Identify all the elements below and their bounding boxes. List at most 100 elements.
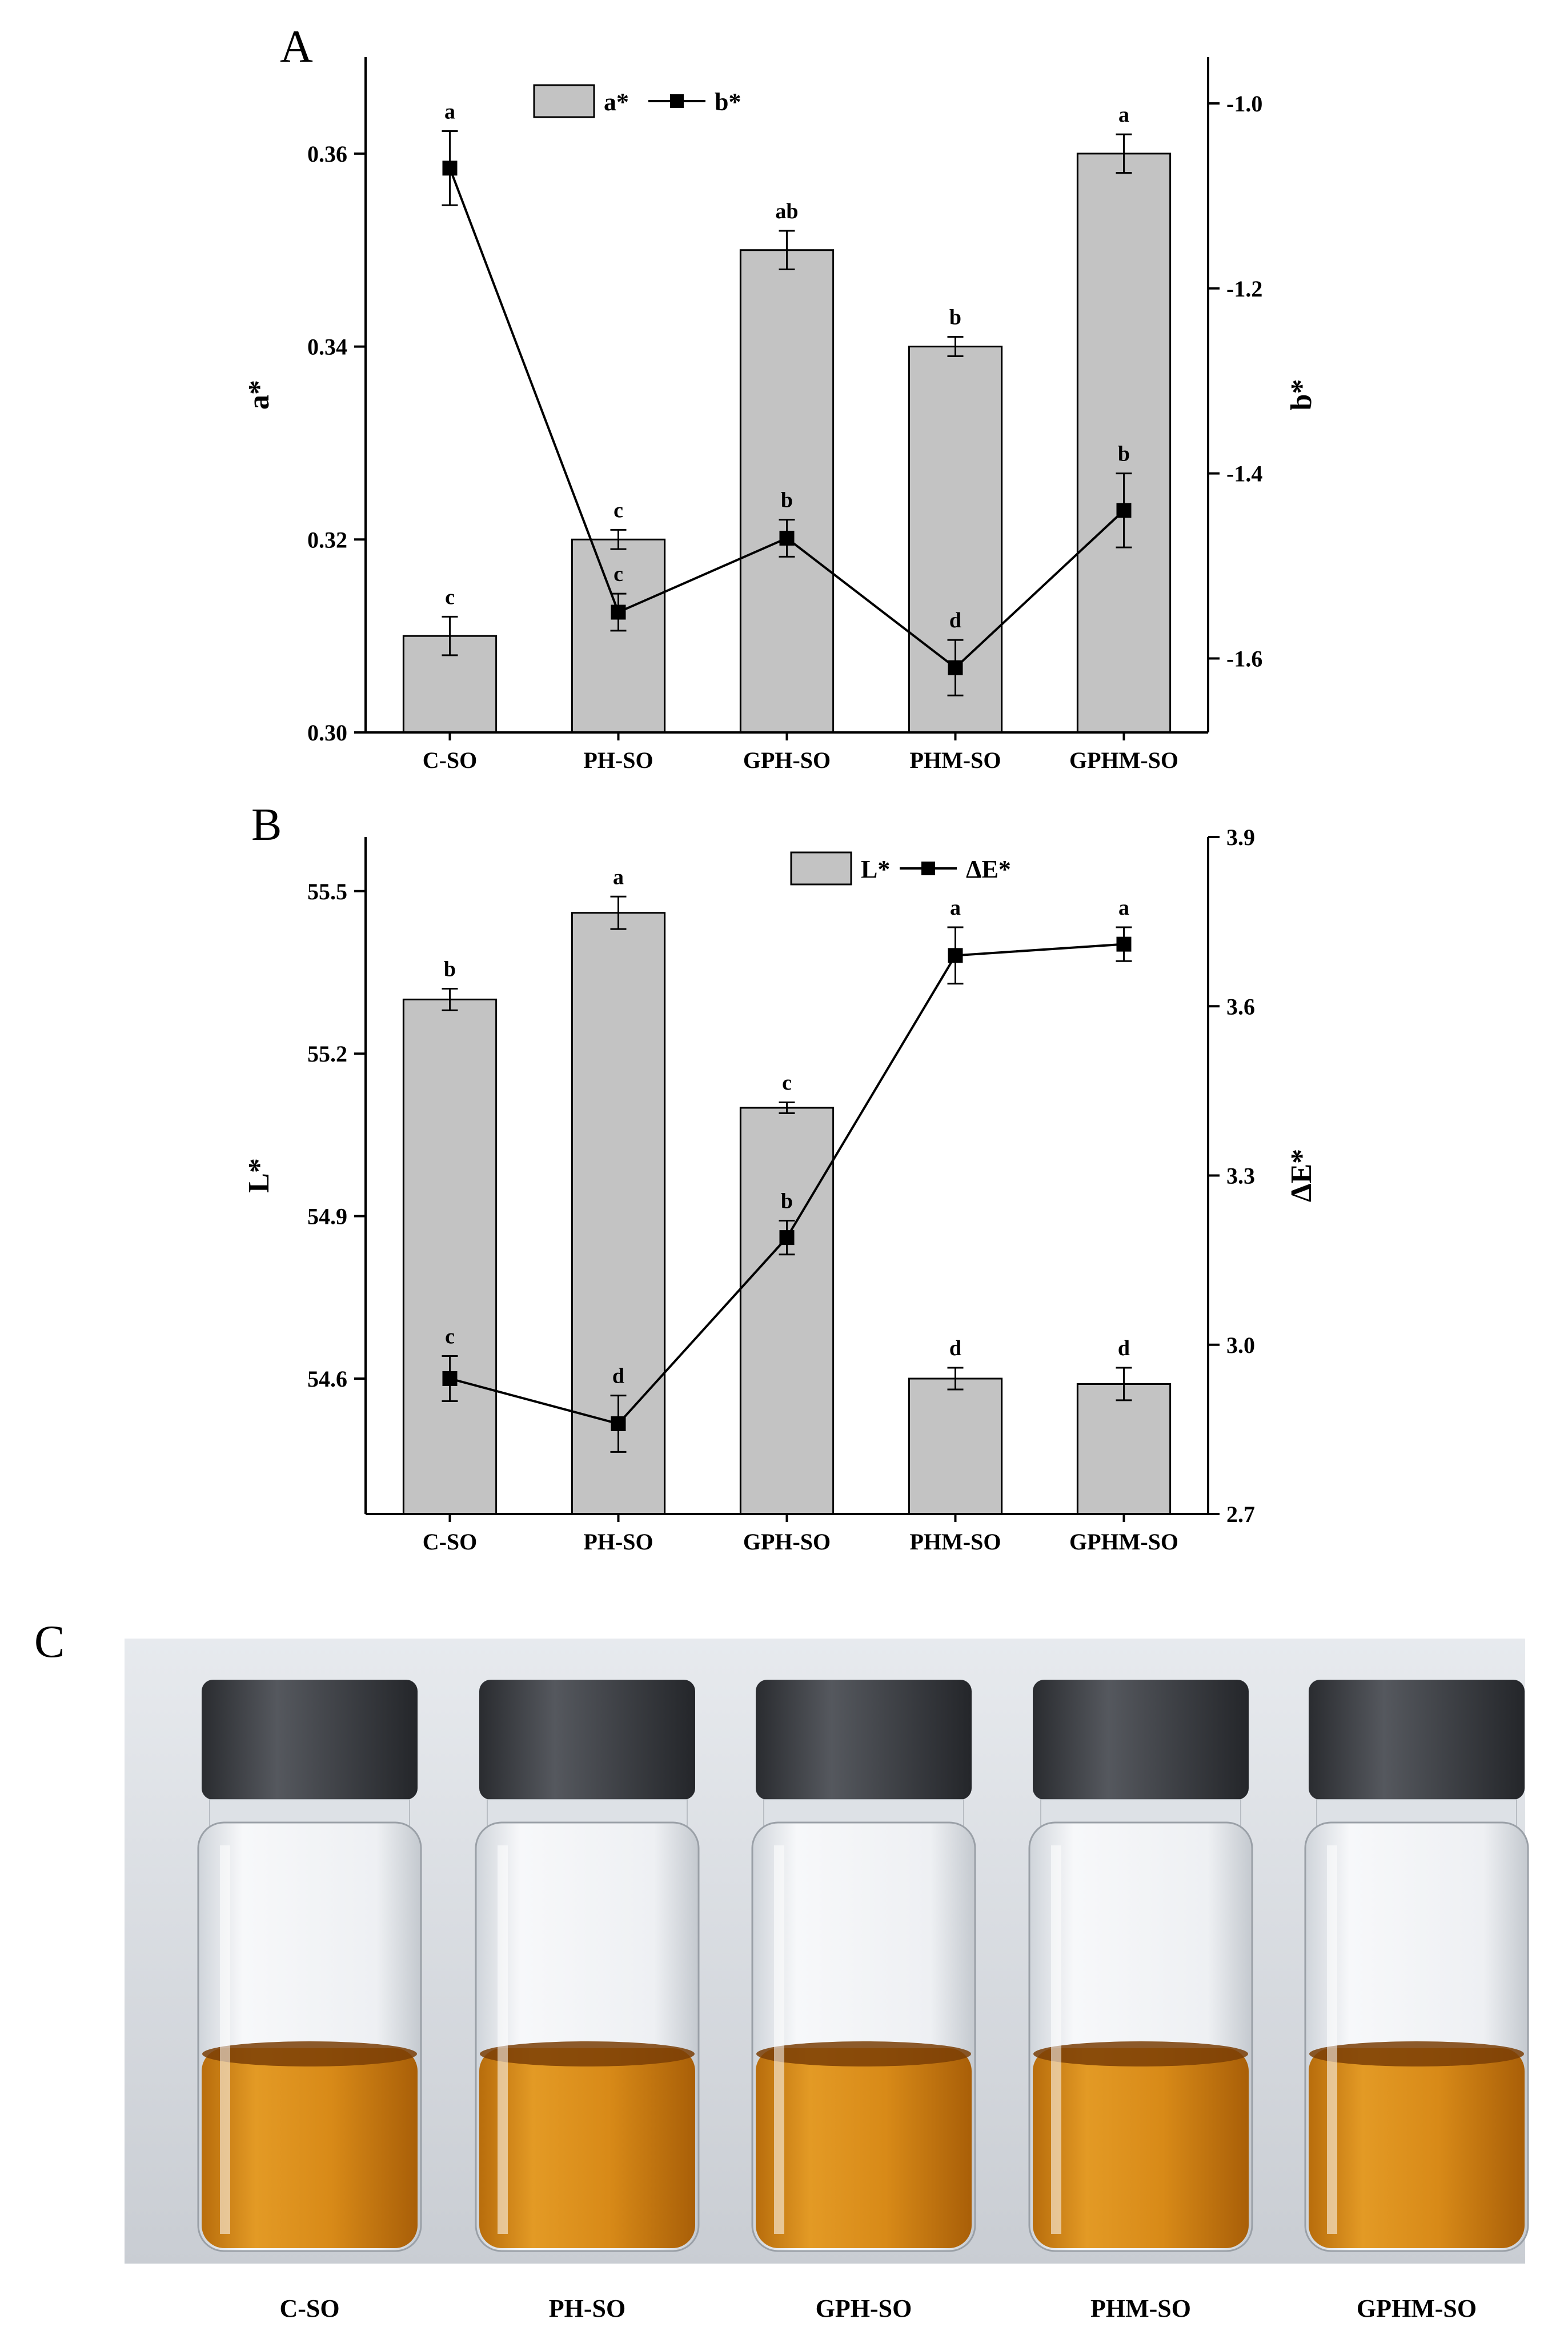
vial-oil-meniscus-4 [1309,2041,1524,2066]
legend-line-marker [670,94,684,108]
photo-label-4: GPHM-SO [1357,2294,1477,2322]
vial-highlight-0 [220,1845,230,2234]
right-axis-title: b* [1285,379,1318,411]
line-sig-label-4: a [1118,896,1129,920]
line-point-2 [779,1230,795,1245]
x-tick-label-1: PH-SO [583,1529,653,1555]
vial-highlight-1 [498,1845,508,2234]
right-tick-label-2: -1.2 [1226,276,1262,302]
vial-oil-meniscus-3 [1033,2041,1248,2066]
line-sig-label-3: a [950,896,961,920]
vial-cap-0 [202,1680,418,1800]
left-tick-label-2: 0.34 [307,334,347,360]
chart-a: c c ab b a a c b d b 0.30 0.32 0.34 0.36 -1.6 -1.4 -1.2 -… [243,57,1318,773]
right-tick-label-3: -1.0 [1226,91,1262,117]
photo-label-0: C-SO [279,2294,339,2322]
left-axis-title: L* [243,1158,275,1193]
right-tick-label-1: -1.4 [1226,461,1262,487]
vial-cap-2 [756,1680,972,1800]
bar-3 [908,1377,1003,1515]
legend-line-marker [921,862,935,875]
x-tick-label-0: C-SO [423,1529,478,1555]
x-tick-label-0: C-SO [423,747,478,773]
legend-bar-label: L* [861,855,890,883]
vial-cap-4 [1309,1680,1525,1800]
bar-2 [739,249,835,734]
vial-highlight-2 [774,1845,784,2234]
vial-oil-4 [1309,2048,1525,2248]
photo-label-1: PH-SO [549,2294,625,2322]
right-axis-title: ΔE* [1285,1149,1318,1202]
right-tick-label-2: 3.3 [1226,1163,1255,1189]
bar-sig-label-0: c [445,585,455,609]
photo-label-2: GPH-SO [816,2294,912,2322]
bar-0 [402,998,498,1515]
chart-b: b a c d d c d b a a 54.6 54.9 55.2 55.5 2.7 3.0 3.3 3.6 3.… [243,824,1318,1555]
bar-sig-label-3: b [949,306,961,330]
line-point-4 [1116,503,1132,518]
left-tick-label-3: 55.5 [307,879,347,904]
bar-sig-label-3: d [949,1336,961,1360]
bar-sig-label-2: ab [775,199,798,223]
vial-oil-meniscus-0 [202,2041,417,2066]
bar-sig-label-2: c [782,1071,792,1095]
legend-bar-swatch [790,851,852,886]
left-tick-label-1: 0.32 [307,527,347,552]
vial-oil-0 [202,2048,418,2248]
line-sig-label-3: d [949,608,961,632]
vial-cap-1 [479,1680,695,1800]
vial-photo [197,1680,1529,2252]
legend-bar-swatch [533,84,595,118]
line-point-3 [948,948,963,963]
vial-oil-meniscus-2 [756,2041,971,2066]
right-tick-label-1: 3.0 [1226,1332,1255,1358]
line-sig-label-4: b [1118,442,1130,466]
bar-2 [739,1107,835,1515]
line-sig-label-2: b [781,1189,793,1213]
x-tick-label-3: PHM-SO [910,1529,1001,1555]
line-point-1 [611,604,626,620]
legend-line-label: b* [715,88,741,116]
bar-sig-label-4: d [1118,1336,1130,1360]
panel-label-b: B [251,800,282,850]
right-tick-label-0: -1.6 [1226,646,1262,671]
bar-sig-label-4: a [1118,103,1129,127]
bar-sig-label-1: c [613,498,623,522]
line-sig-label-1: c [613,562,623,586]
panel-label-c: C [34,1617,65,1667]
line-sig-label-0: a [444,100,455,124]
vial-highlight-3 [1051,1845,1061,2234]
legend-line-label: ΔE* [966,855,1011,883]
left-tick-label-0: 0.30 [307,720,347,746]
vial-oil-3 [1033,2048,1249,2248]
left-axis-title: a* [243,380,275,410]
line-point-0 [442,1371,458,1386]
bar-sig-label-1: a [613,865,624,889]
x-tick-label-3: PHM-SO [910,747,1001,773]
x-tick-label-4: GPHM-SO [1069,1529,1178,1555]
photo-label-3: PHM-SO [1090,2294,1191,2322]
photo-labels: C-SO PH-SO GPH-SO PHM-SO GPHM-SO [279,2294,1477,2322]
line-sig-label-2: b [781,488,793,512]
vial-oil-1 [479,2048,695,2248]
left-tick-label-1: 54.9 [307,1204,347,1229]
bar-sig-label-0: b [444,957,456,981]
line-point-2 [779,530,795,546]
vial-cap-3 [1033,1680,1249,1800]
x-tick-label-1: PH-SO [583,747,653,773]
x-tick-label-2: GPH-SO [743,747,831,773]
line-point-3 [948,660,963,675]
line-sig-label-0: c [445,1325,455,1349]
left-tick-label-2: 55.2 [307,1041,347,1067]
vial-oil-meniscus-1 [480,2041,695,2066]
legend-bar-label: a* [604,88,629,116]
x-tick-label-2: GPH-SO [743,1529,831,1555]
line-point-0 [442,161,458,176]
vial-highlight-4 [1327,1845,1337,2234]
panel-label-a: A [280,22,313,72]
right-tick-label-0: 2.7 [1226,1501,1255,1527]
right-tick-label-3: 3.6 [1226,994,1255,1019]
left-tick-label-3: 0.36 [307,141,347,167]
line-sig-label-1: d [612,1364,624,1388]
